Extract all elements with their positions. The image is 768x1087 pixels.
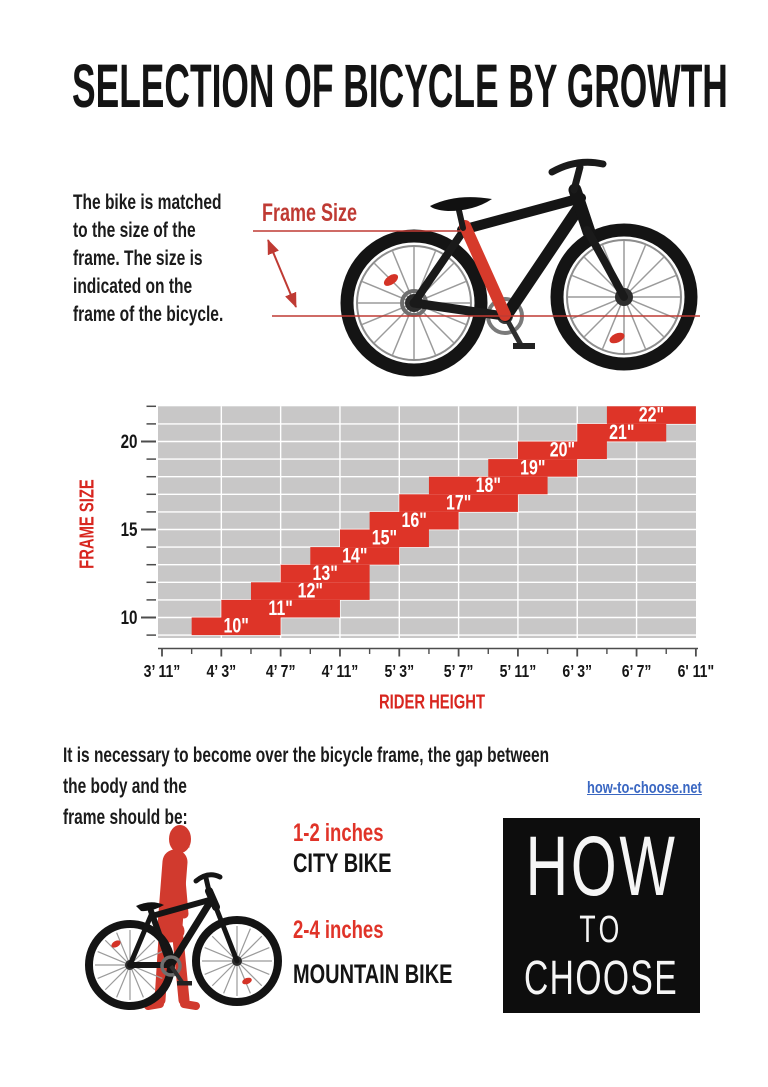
page-title: SELECTION OF BICYCLE BY GROWTH — [72, 52, 728, 120]
wheel-reflector — [383, 274, 399, 286]
chart-x-axis-title: RIDER HEIGHT — [378, 691, 486, 714]
seat-tube-highlight — [459, 220, 511, 321]
rear-wheel — [340, 229, 488, 377]
bike-frame — [409, 158, 628, 322]
frame-size-bar-14 — [310, 547, 400, 565]
bike-type-city: CITY BIKE — [293, 848, 392, 878]
chart-text: 6’ 7” — [622, 661, 652, 681]
footer-text: It is necessary to become over the bicyc… — [63, 743, 550, 829]
chart-text: 19" — [520, 455, 545, 479]
saddle — [430, 197, 492, 211]
wheel-spokes — [568, 241, 680, 353]
chart-text: 12" — [298, 578, 323, 602]
measure-arrow — [267, 239, 297, 308]
wheel-spokes — [358, 247, 470, 359]
frame-size-bar-10 — [191, 617, 281, 636]
brand-logo: HOW TO CHOOSE — [503, 818, 700, 1013]
chart-text: 20" — [550, 438, 575, 462]
chart-text: 17" — [446, 490, 471, 514]
chart-text: 15 — [121, 518, 138, 540]
bicycle-illustration — [253, 158, 700, 377]
chart-text: 10 — [121, 606, 138, 628]
plot-area — [158, 406, 696, 638]
wheel-reflector — [609, 332, 625, 344]
frame-size-bar-13 — [280, 564, 370, 583]
drivetrain — [400, 289, 535, 349]
frame-size-bar-20 — [517, 441, 607, 460]
frame-size-bar-16 — [369, 511, 459, 530]
chart-text: 6' 11" — [678, 661, 715, 681]
frame-size-bar-12 — [250, 582, 370, 600]
chart-text: 14" — [342, 543, 367, 567]
chart-text: 5’ 11” — [500, 661, 537, 681]
frame-size-annotation-label: Frame Size — [262, 199, 358, 227]
chart-text: 11" — [268, 596, 292, 620]
standover-illustration — [85, 825, 282, 1010]
gap-range-mountain: 2-4 inches — [293, 916, 384, 944]
frame-size-bar-22 — [606, 406, 696, 424]
frame-size-bar-17 — [399, 494, 518, 512]
chart-text: 22" — [639, 402, 664, 426]
wheel-spokes — [95, 930, 165, 1000]
chart-text: 13" — [312, 561, 337, 585]
chart-text: 6’ 3” — [562, 661, 592, 681]
person-silhouette — [144, 825, 200, 1010]
chart-text: 10" — [223, 614, 248, 638]
frame-size-annotation-lines — [253, 230, 700, 317]
standover-bike — [85, 872, 282, 1010]
chart-text: 3’ 11” — [144, 661, 181, 681]
frame-size-bar-21 — [577, 423, 667, 442]
chart-text: 21" — [609, 420, 634, 444]
wheel-spokes — [202, 926, 272, 996]
chart-text: 20 — [121, 430, 138, 452]
chart-text: 5’ 7” — [444, 661, 474, 681]
chart-text: 15" — [372, 526, 397, 550]
frame-size-bar-18 — [428, 476, 548, 495]
chart-text: 5’ 3” — [384, 661, 414, 681]
frame-size-bar-11 — [221, 599, 340, 618]
chart-text: 4’ 3” — [206, 661, 236, 681]
frame-size-bar-19 — [488, 459, 578, 477]
logo-line-how: HOW — [525, 818, 678, 913]
chart-text: 18" — [476, 473, 501, 497]
bike-type-mountain: MOUNTAIN BIKE — [293, 959, 453, 989]
chart-text: 4’ 11” — [322, 661, 359, 681]
chart-text: 4’ 7” — [266, 661, 296, 681]
chart-y-axis-title: FRAME SIZE — [76, 479, 99, 569]
website-link[interactable]: how-to-choose.net — [587, 778, 702, 797]
front-wheel — [550, 223, 698, 371]
logo-line-choose: CHOOSE — [524, 951, 679, 1005]
gap-range-city: 1-2 inches — [293, 819, 384, 847]
logo-line-to: TO — [579, 908, 624, 951]
frame-size-bar-15 — [339, 529, 429, 548]
chart-text: 16" — [401, 508, 426, 532]
intro-text: The bike is matched to the size of the f… — [73, 191, 224, 326]
